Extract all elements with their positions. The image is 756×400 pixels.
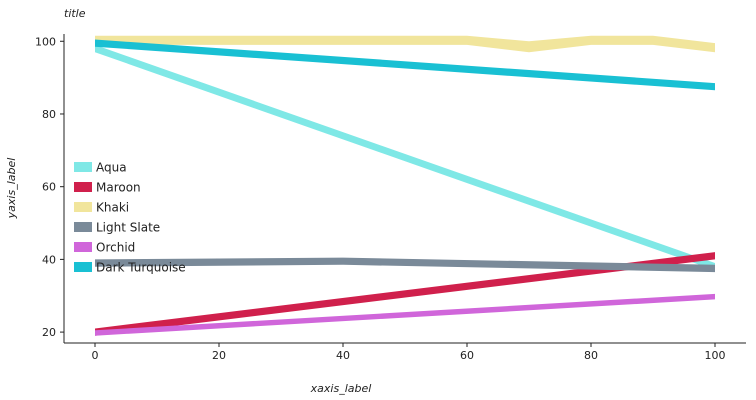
- series-areas: [95, 35, 715, 336]
- legend-swatch: [74, 162, 92, 172]
- series-area-dark-turquoise: [95, 39, 715, 91]
- x-tick-label: 0: [92, 349, 99, 362]
- legend-swatch: [74, 202, 92, 212]
- y-tick-label: 100: [35, 35, 56, 48]
- x-tick-label: 60: [460, 349, 474, 362]
- series-area-orchid: [95, 293, 715, 336]
- legend-label: Khaki: [96, 201, 129, 215]
- legend-swatch: [74, 262, 92, 272]
- legend-label: Light Slate: [96, 221, 160, 235]
- x-axis-label: xaxis_label: [310, 382, 372, 395]
- y-tick-label: 80: [42, 108, 56, 121]
- legend-swatch: [74, 242, 92, 252]
- x-tick-label: 20: [212, 349, 226, 362]
- x-tick-label: 100: [705, 349, 726, 362]
- series-area-light-slate: [95, 257, 715, 273]
- y-tick-label: 40: [42, 253, 56, 266]
- legend-label: Aqua: [96, 161, 127, 175]
- y-ticks: 20 40 60 80 100: [35, 35, 64, 339]
- x-tick-label: 80: [584, 349, 598, 362]
- legend-swatch: [74, 182, 92, 192]
- x-ticks: 0 20 40 60 80 100: [92, 343, 726, 362]
- legend-swatch: [74, 222, 92, 232]
- chart-title: title: [64, 7, 86, 20]
- legend: Aqua Maroon Khaki Light Slate Orchid Dark Tur…: [74, 161, 186, 275]
- legend-label: Orchid: [96, 241, 135, 255]
- series-area-maroon: [95, 252, 715, 336]
- y-tick-label: 60: [42, 181, 56, 194]
- y-tick-label: 20: [42, 326, 56, 339]
- series-area-aqua: [95, 44, 715, 271]
- x-tick-label: 40: [336, 349, 350, 362]
- legend-label: Dark Turquoise: [96, 261, 186, 275]
- y-axis-label: yaxis_label: [5, 158, 18, 220]
- legend-label: Maroon: [96, 181, 141, 195]
- series-area-khaki: [95, 35, 715, 53]
